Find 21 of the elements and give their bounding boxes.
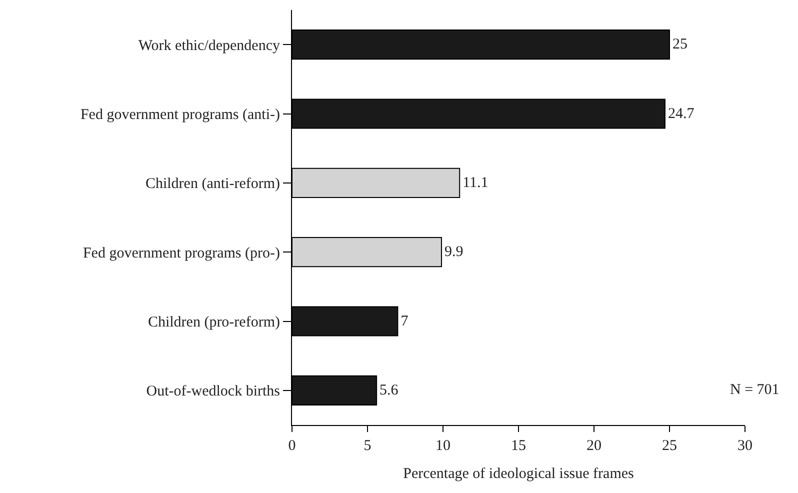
y-tick-label: Fed government programs (anti-) bbox=[80, 107, 280, 123]
y-tick-label: Fed government programs (pro-) bbox=[82, 245, 280, 262]
x-tick-label: 0 bbox=[288, 438, 296, 454]
y-tick-label: Out-of-wedlock births bbox=[146, 384, 280, 400]
y-tick-label: Children (anti-reform) bbox=[145, 176, 280, 192]
x-tick-label: 10 bbox=[436, 438, 450, 454]
data-label: 9.9 bbox=[444, 244, 464, 260]
x-tick-label: 25 bbox=[662, 438, 677, 454]
data-label: 11.1 bbox=[462, 174, 488, 191]
x-tick-label: 30 bbox=[738, 438, 752, 454]
y-tick-label: Work ethic/dependency bbox=[138, 38, 280, 54]
data-label: 7 bbox=[400, 313, 409, 330]
x-tick-label: 15 bbox=[511, 438, 526, 454]
x-tick-label: 20 bbox=[586, 438, 602, 454]
data-label: 5.6 bbox=[380, 382, 399, 398]
data-label: 25 bbox=[672, 36, 688, 53]
data-label: 24.7 bbox=[668, 106, 695, 122]
x-tick-label: 5 bbox=[364, 438, 372, 454]
y-tick-label: Children (pro-reform) bbox=[148, 314, 280, 330]
x-axis-title: Percentage of ideological issue frames bbox=[403, 466, 634, 482]
annotation: N = 701 bbox=[730, 382, 780, 398]
